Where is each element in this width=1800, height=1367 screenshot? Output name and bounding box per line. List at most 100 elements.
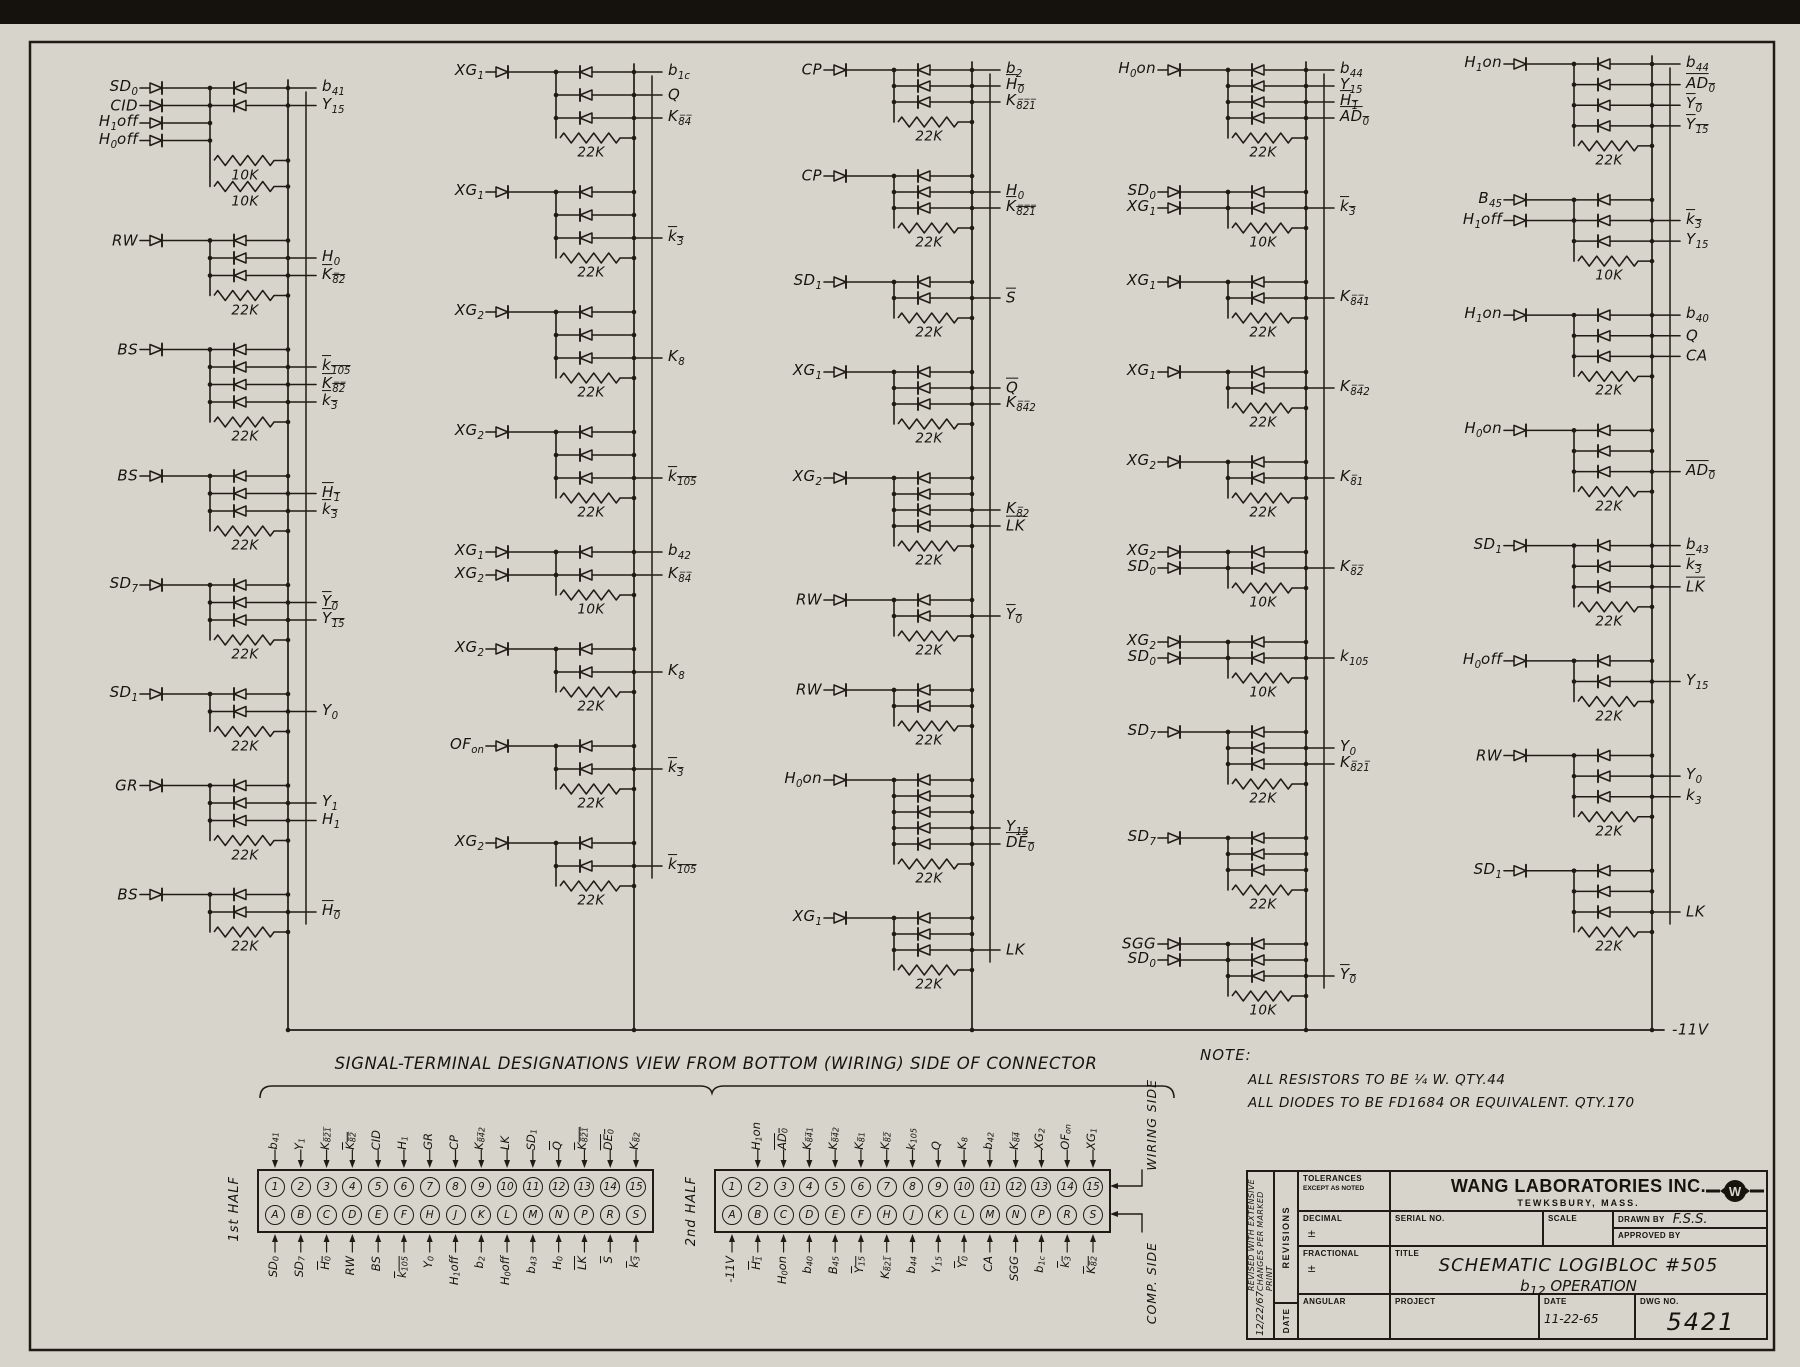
signal-output-label: b2 (1006, 59, 1023, 81)
signal-input-label: XG1 (792, 907, 822, 929)
resistor-value: 22K (577, 795, 605, 812)
connector-signal-label-bottom: -11V (723, 1256, 737, 1283)
signal-input-label: SD0 (1127, 181, 1156, 203)
connector-pin-number: 8 (445, 1177, 466, 1197)
angular-label: ANGULAR (1303, 1297, 1346, 1306)
signal-output-label: H1 (1340, 91, 1359, 113)
signal-output-label: k105 (1340, 647, 1369, 669)
connector-signal-label-bottom: Y0 (420, 1256, 435, 1269)
connector-pin-letter: E (368, 1205, 389, 1225)
signal-output-label: K8̅2 (1006, 499, 1030, 521)
connector-signal-label-top: GR (420, 1133, 435, 1150)
connector-signal-label-top: H1on (748, 1121, 764, 1150)
connector-signal-label-bottom: S (601, 1256, 616, 1264)
signal-output-label: k3 (668, 227, 684, 249)
signal-input-label: H1on (1464, 53, 1502, 75)
connector-pin-letter: K (928, 1205, 949, 1225)
signal-output-label: Y0 (1340, 965, 1357, 987)
title-block: REVISED WITH EXTENSIVE CHANGES PER MARKE… (1246, 1170, 1768, 1340)
decimal-value: ± (1307, 1227, 1317, 1240)
resistor-value: 22K (231, 847, 259, 864)
resistor-value: 10K (1249, 684, 1277, 701)
resistor-value: 22K (915, 642, 943, 659)
connector-pin-letter: M (979, 1205, 1000, 1225)
date-label: DATE (1544, 1297, 1567, 1306)
connector-signal-label-top: AD0 (774, 1128, 789, 1150)
signal-output-label: k3 (322, 500, 338, 522)
tolerances-sub: EXCEPT AS NOTED (1303, 1185, 1365, 1192)
signal-output-label: k3 (668, 758, 684, 780)
resistor-value: 22K (577, 504, 605, 521)
connector-pin-number: 1 (722, 1177, 742, 1197)
wiring-side-label: WIRING SIDE (1144, 1079, 1159, 1171)
connector-signal-label-top: k105 (903, 1127, 918, 1150)
signal-input-label: RW (1475, 746, 1502, 765)
signal-output-label: K8 (668, 661, 685, 683)
signal-output-label: K8̅21̅ (1340, 753, 1370, 775)
signal-input-label: XG1 (454, 181, 484, 203)
signal-input-label: H0on (1464, 419, 1502, 441)
connector-pin-letter: N (548, 1205, 569, 1225)
signal-output-label: H0 (322, 901, 341, 923)
resistor-value: 22K (915, 128, 943, 145)
connector-pin-number: 6 (393, 1177, 414, 1197)
connector-pin-letter: A (722, 1205, 742, 1225)
connector-pin-letter: M (522, 1205, 543, 1225)
signal-input-label: H1off (98, 112, 138, 134)
connector-pin-number: 4 (799, 1177, 820, 1197)
connector-signal-label-top: LK (498, 1136, 513, 1150)
decimal-label: DECIMAL (1303, 1214, 1343, 1223)
connector-signal-label-top: b41 (266, 1132, 281, 1150)
resistor-value: 22K (915, 732, 943, 749)
connector-signal-label-bottom: SGG (1006, 1256, 1021, 1282)
signal-output-label: LK (1006, 940, 1025, 959)
signal-output-label: K8̅2̅ (1340, 557, 1364, 579)
connector-signal-label-bottom: b40 (800, 1256, 815, 1274)
resistor-value: 22K (915, 552, 943, 569)
connector-signal-label-top: K8̅2̅ (343, 1132, 358, 1150)
connector-pin-number: 5 (368, 1177, 389, 1197)
resistor-value: 10K (231, 193, 259, 210)
resistor-value: 22K (915, 870, 943, 887)
signal-output-label: AD0 (1340, 107, 1370, 129)
note-label: NOTE: (1200, 1046, 1252, 1064)
signal-input-label: RW (111, 231, 138, 250)
connector-pin-number: 7 (419, 1177, 440, 1197)
connector-signal-label-bottom: BS (369, 1256, 384, 1272)
signal-output-label: k3 (1686, 555, 1702, 577)
connector-heading: SIGNAL-TERMINAL DESIGNATIONS VIEW FROM B… (334, 1054, 1098, 1073)
connector-signal-label-bottom: k105 (394, 1256, 410, 1279)
signal-input-label: SGG (1122, 934, 1156, 953)
connector-signal-label-bottom: b1c (1032, 1256, 1047, 1273)
connector-signal-label-bottom: SD0 (266, 1256, 281, 1278)
revisions-label: REVISIONS (1281, 1205, 1291, 1269)
connector-signal-label-bottom: SD7 (291, 1256, 307, 1278)
resistor-value: 22K (915, 234, 943, 251)
connector-pin-letter: R (600, 1205, 621, 1225)
signal-output-label: k3 (1686, 209, 1702, 231)
revisions-column: REVISIONS DATE (1275, 1172, 1299, 1338)
resistor-value: 22K (1249, 504, 1277, 521)
resistor-value: 22K (1595, 823, 1623, 840)
connector-pin-letter: S (1083, 1205, 1103, 1225)
signal-output-label: k105 (668, 855, 697, 877)
signal-output-label: Y0 (1006, 605, 1023, 627)
connector-pin-letter: B (747, 1205, 768, 1225)
date-value: 11-22-65 (1544, 1312, 1599, 1326)
tolerances-label: TOLERANCES (1303, 1174, 1362, 1183)
connector-pin-letter: A (265, 1205, 285, 1225)
connector-pin-number: 13 (1031, 1177, 1052, 1197)
connector-signal-label-top: b42 (980, 1132, 996, 1150)
company-name: WANG LABORATORIES INC. (1450, 1176, 1707, 1196)
connector-pin-letter: C (773, 1205, 794, 1225)
signal-output-label: b44 (1686, 53, 1709, 75)
drawing-subtitle: b12 OPERATION (1520, 1277, 1637, 1298)
connector-pin-number: 14 (600, 1177, 621, 1197)
signal-input-label: XG2 (454, 832, 484, 854)
signal-input-label: H0on (1118, 59, 1156, 81)
signal-output-label: Q (668, 85, 681, 104)
connector-pin-letter: D (342, 1205, 363, 1225)
connector-pin-number: 10 (497, 1177, 518, 1197)
connector-pin-letter: H (876, 1205, 897, 1225)
